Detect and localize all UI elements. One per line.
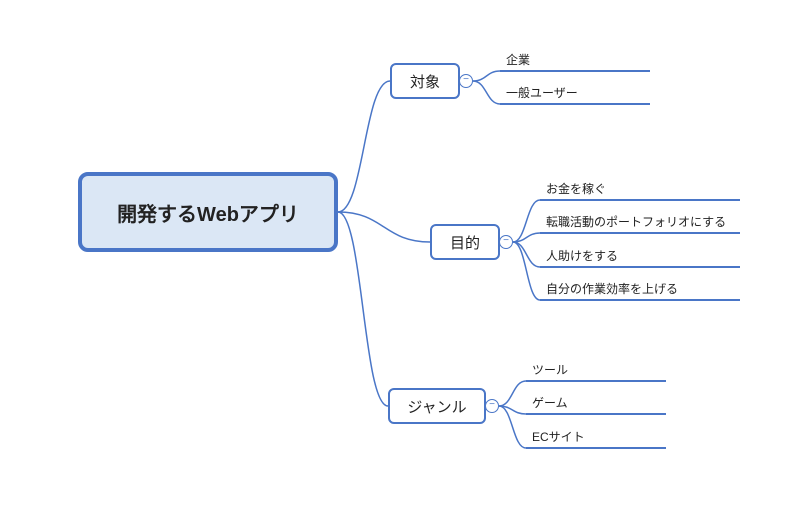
root-node[interactable]: 開発するWebアプリ xyxy=(78,172,338,252)
branch-label: 対象 xyxy=(410,71,440,92)
leaf-node[interactable]: ECサイト xyxy=(526,424,666,448)
collapse-button-target[interactable] xyxy=(459,74,473,88)
branch-node-target[interactable]: 対象 xyxy=(390,63,460,99)
leaf-label: ゲーム xyxy=(532,394,568,411)
leaf-label: ECサイト xyxy=(532,428,585,445)
leaf-label: お金を稼ぐ xyxy=(546,180,606,197)
leaf-label: 一般ユーザー xyxy=(506,84,578,101)
leaf-label: 自分の作業効率を上げる xyxy=(546,280,678,297)
leaf-node[interactable]: ツール xyxy=(526,357,666,381)
leaf-node[interactable]: 一般ユーザー xyxy=(500,80,650,104)
leaf-label: 転職活動のポートフォリオにする xyxy=(546,213,726,230)
leaf-node[interactable]: 自分の作業効率を上げる xyxy=(540,276,740,300)
mindmap-canvas: 開発するWebアプリ 対象 企業 一般ユーザー 目的 お金を稼ぐ 転職活動のポー… xyxy=(0,0,800,510)
leaf-label: 人助けをする xyxy=(546,247,618,264)
branch-label: 目的 xyxy=(450,232,480,253)
leaf-node[interactable]: お金を稼ぐ xyxy=(540,176,740,200)
leaf-node[interactable]: ゲーム xyxy=(526,390,666,414)
leaf-node[interactable]: 人助けをする xyxy=(540,243,740,267)
branch-node-genre[interactable]: ジャンル xyxy=(388,388,486,424)
leaf-node[interactable]: 転職活動のポートフォリオにする xyxy=(540,209,740,233)
collapse-button-genre[interactable] xyxy=(485,399,499,413)
leaf-label: 企業 xyxy=(506,51,530,68)
root-label: 開発するWebアプリ xyxy=(117,198,299,227)
collapse-button-purpose[interactable] xyxy=(499,235,513,249)
branch-label: ジャンル xyxy=(407,396,466,417)
branch-node-purpose[interactable]: 目的 xyxy=(430,224,500,260)
leaf-node[interactable]: 企業 xyxy=(500,47,650,71)
leaf-label: ツール xyxy=(532,361,568,378)
